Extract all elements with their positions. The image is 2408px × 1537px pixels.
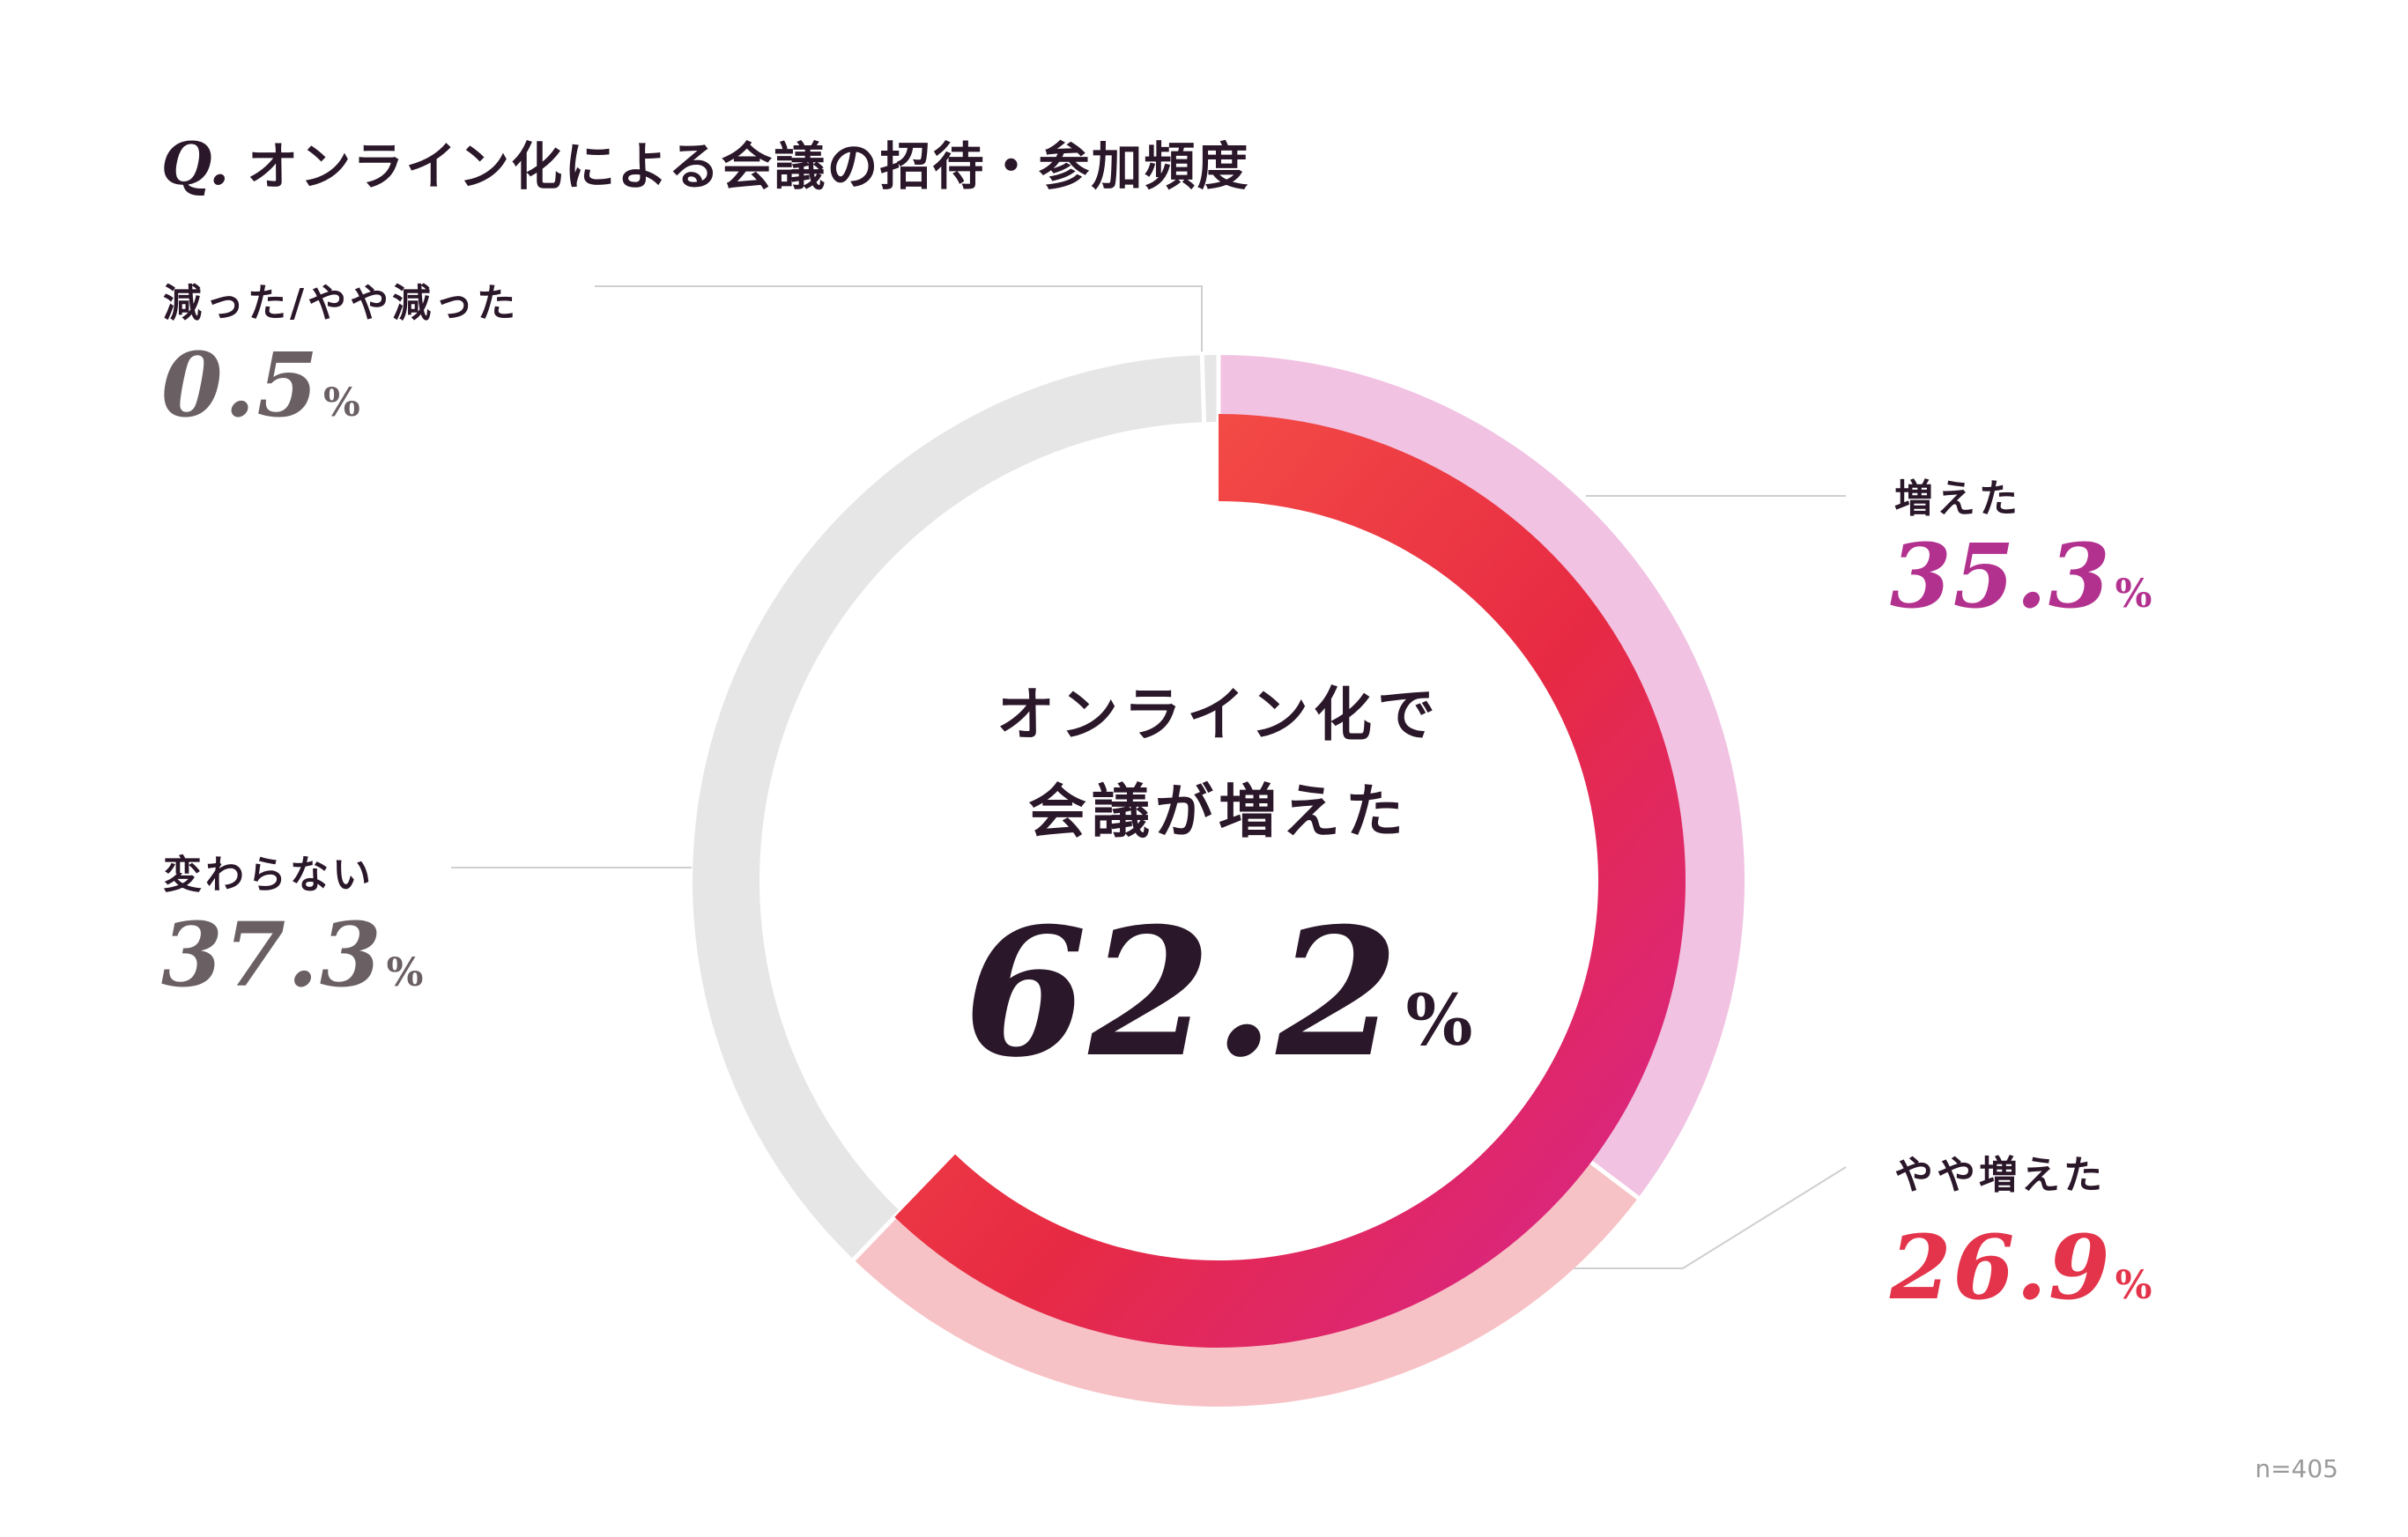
label-increased: 増えた	[1894, 477, 2021, 521]
value-slightly-increased-unit: %	[2115, 1263, 2152, 1308]
slice-unchanged	[693, 355, 1204, 1260]
slice-slightly-increased	[853, 1157, 1639, 1407]
question-title: Q. オンライン化による会議の招待・参加頻度	[161, 125, 1249, 199]
value-increased: 35.3%	[1890, 524, 2152, 628]
value-increased-number: 35.3	[1890, 524, 2112, 628]
value-decreased-unit: %	[322, 381, 360, 425]
center-value-number: 62.2	[964, 890, 1401, 1097]
center-value-unit: %	[1405, 979, 1473, 1061]
slice-increased	[1219, 355, 1745, 1198]
leader-slightly-increased	[1560, 1166, 1847, 1269]
slice-decreased	[1202, 355, 1219, 423]
label-decreased: 減った/やや減った	[163, 281, 520, 326]
leader-decreased	[595, 285, 1203, 352]
question-text: オンライン化による会議の招待・参加頻度	[247, 137, 1250, 196]
value-increased-unit: %	[2115, 572, 2152, 617]
value-slightly-increased-number: 26.9	[1890, 1216, 2112, 1319]
leader-lines	[451, 285, 1847, 1269]
value-unchanged-number: 37.3	[161, 903, 383, 1007]
sample-size: n=405	[2255, 1454, 2338, 1483]
center-line1-text: オンライン化で	[997, 681, 1441, 749]
slice-separator	[1199, 351, 1207, 426]
value-unchanged: 37.3%	[161, 903, 423, 1007]
slice-separator	[849, 1207, 905, 1264]
value-slightly-increased: 26.9%	[1890, 1216, 2152, 1319]
label-unchanged: 変わらない	[163, 853, 374, 898]
inner-highlight-arc	[894, 414, 1686, 1348]
value-unchanged-unit: %	[386, 950, 424, 995]
label-slightly-increased: やや増えた	[1894, 1153, 2106, 1198]
slice-separator	[1580, 1153, 1642, 1202]
center-line2-text: 会議が増えた	[1028, 778, 1409, 846]
value-decreased-number: 0.5	[161, 333, 320, 437]
donut-slices	[693, 351, 1745, 1407]
value-decreased: 0.5%	[161, 333, 360, 437]
question-mark: Q.	[161, 129, 230, 198]
